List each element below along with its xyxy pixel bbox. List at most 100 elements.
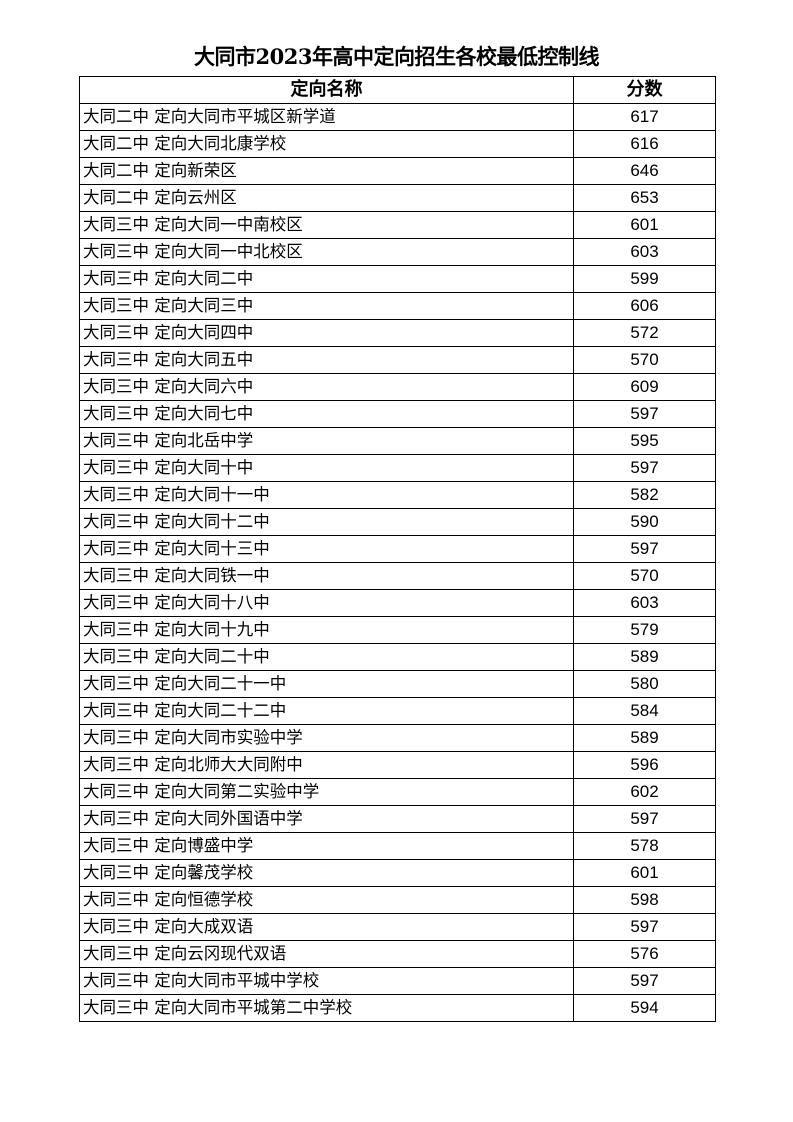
cell-score: 589 [573, 643, 716, 671]
cell-score: 616 [573, 130, 716, 158]
cell-name: 大同三中 定向大同一中南校区 [79, 211, 574, 239]
cell-score: 595 [573, 427, 716, 455]
cell-name: 大同三中 定向博盛中学 [79, 832, 574, 860]
cell-score: 579 [573, 616, 716, 644]
cell-name: 大同三中 定向馨茂学校 [79, 859, 574, 887]
cell-name: 大同三中 定向大同十二中 [79, 508, 574, 536]
cell-score: 602 [573, 778, 716, 806]
cell-score: 603 [573, 589, 716, 617]
cell-name: 大同三中 定向大同二十一中 [79, 670, 574, 698]
table-row: 大同三中 定向大同市平城第二中学校 594 [79, 994, 716, 1022]
table-row: 大同三中 定向大同市实验中学 589 [79, 724, 716, 752]
table-row: 大同二中 定向云州区 653 [79, 184, 716, 212]
cell-score: 596 [573, 751, 716, 779]
cell-score: 589 [573, 724, 716, 752]
cell-score: 606 [573, 292, 716, 320]
table-row: 大同三中 定向博盛中学 578 [79, 832, 716, 860]
table-row: 大同三中 定向大同七中 597 [79, 400, 716, 428]
table-row: 大同三中 定向大同十八中 603 [79, 589, 716, 617]
cell-name: 大同三中 定向大同二十二中 [79, 697, 574, 725]
cell-score: 572 [573, 319, 716, 347]
table-row: 大同三中 定向馨茂学校 601 [79, 859, 716, 887]
cell-score: 599 [573, 265, 716, 293]
cell-name: 大同三中 定向大同十中 [79, 454, 574, 482]
table-row: 大同三中 定向大同市平城中学校 597 [79, 967, 716, 995]
table-row: 大同三中 定向大同四中 572 [79, 319, 716, 347]
table-row: 大同二中 定向大同北康学校 616 [79, 130, 716, 158]
cell-score: 597 [573, 805, 716, 833]
cell-name: 大同三中 定向大同六中 [79, 373, 574, 401]
table-row: 大同三中 定向北岳中学 595 [79, 427, 716, 455]
cell-name: 大同三中 定向大同市实验中学 [79, 724, 574, 752]
cell-score: 597 [573, 967, 716, 995]
table-row: 大同三中 定向大同一中北校区 603 [79, 238, 716, 266]
table-row: 大同三中 定向大成双语 597 [79, 913, 716, 941]
table-row: 大同三中 定向大同十中 597 [79, 454, 716, 482]
cell-name: 大同三中 定向大成双语 [79, 913, 574, 941]
cell-name: 大同三中 定向大同四中 [79, 319, 574, 347]
cell-score: 570 [573, 346, 716, 374]
cell-score: 576 [573, 940, 716, 968]
cell-score: 601 [573, 211, 716, 239]
cell-score: 617 [573, 103, 716, 131]
table-row: 大同三中 定向大同二十一中 580 [79, 670, 716, 698]
cell-score: 578 [573, 832, 716, 860]
cell-name: 大同三中 定向大同五中 [79, 346, 574, 374]
cell-name: 大同三中 定向大同市平城第二中学校 [79, 994, 574, 1022]
table-row: 大同二中 定向新荣区 646 [79, 157, 716, 185]
cell-name: 大同三中 定向云冈现代双语 [79, 940, 574, 968]
cell-score: 601 [573, 859, 716, 887]
cell-score: 597 [573, 400, 716, 428]
table-row: 大同三中 定向大同二中 599 [79, 265, 716, 293]
cell-score: 590 [573, 508, 716, 536]
cell-name: 大同二中 定向大同北康学校 [79, 130, 574, 158]
cell-score: 570 [573, 562, 716, 590]
table-row: 大同三中 定向大同二十二中 584 [79, 697, 716, 725]
cell-name: 大同三中 定向大同二中 [79, 265, 574, 293]
table-row: 大同三中 定向大同六中 609 [79, 373, 716, 401]
cell-score: 594 [573, 994, 716, 1022]
cell-name: 大同三中 定向大同七中 [79, 400, 574, 428]
cell-name: 大同三中 定向大同第二实验中学 [79, 778, 574, 806]
cell-name: 大同三中 定向大同外国语中学 [79, 805, 574, 833]
cell-score: 598 [573, 886, 716, 914]
header-score: 分数 [573, 76, 716, 104]
cell-score: 609 [573, 373, 716, 401]
table-row: 大同三中 定向大同一中南校区 601 [79, 211, 716, 239]
cell-name: 大同三中 定向大同市平城中学校 [79, 967, 574, 995]
cell-score: 603 [573, 238, 716, 266]
cell-name: 大同三中 定向恒德学校 [79, 886, 574, 914]
table-row: 大同三中 定向大同外国语中学 597 [79, 805, 716, 833]
table-row: 大同三中 定向大同十三中 597 [79, 535, 716, 563]
cell-score: 653 [573, 184, 716, 212]
cell-score: 582 [573, 481, 716, 509]
cell-score: 580 [573, 670, 716, 698]
cell-name: 大同三中 定向大同一中北校区 [79, 238, 574, 266]
cell-score: 584 [573, 697, 716, 725]
header-name: 定向名称 [79, 76, 574, 104]
table-row: 大同三中 定向云冈现代双语 576 [79, 940, 716, 968]
page-title: 大同市2023年高中定向招生各校最低控制线 [194, 44, 599, 69]
cell-score: 597 [573, 913, 716, 941]
cell-name: 大同三中 定向大同十三中 [79, 535, 574, 563]
cell-name: 大同三中 定向大同三中 [79, 292, 574, 320]
table-header-row: 定向名称 分数 [79, 76, 716, 104]
cell-name: 大同二中 定向新荣区 [79, 157, 574, 185]
table-row: 大同三中 定向北师大大同附中 596 [79, 751, 716, 779]
cell-name: 大同二中 定向云州区 [79, 184, 574, 212]
cell-score: 597 [573, 454, 716, 482]
table-body: 大同二中 定向大同市平城区新学道 617 大同二中 定向大同北康学校 616 大同二中 … [79, 103, 716, 1022]
cell-name: 大同三中 定向大同二十中 [79, 643, 574, 671]
table-row: 大同三中 定向大同三中 606 [79, 292, 716, 320]
table-row: 大同三中 定向大同铁一中 570 [79, 562, 716, 590]
cell-name: 大同三中 定向大同十九中 [79, 616, 574, 644]
table-row: 大同三中 定向恒德学校 598 [79, 886, 716, 914]
table-row: 大同三中 定向大同第二实验中学 602 [79, 778, 716, 806]
cell-name: 大同二中 定向大同市平城区新学道 [79, 103, 574, 131]
cell-name: 大同三中 定向大同铁一中 [79, 562, 574, 590]
score-table: 定向名称 分数 大同二中 定向大同市平城区新学道 617 大同二中 定向大同北康学校… [79, 76, 716, 1022]
table-row: 大同二中 定向大同市平城区新学道 617 [79, 103, 716, 131]
cell-score: 646 [573, 157, 716, 185]
cell-name: 大同三中 定向大同十八中 [79, 589, 574, 617]
table-row: 大同三中 定向大同二十中 589 [79, 643, 716, 671]
